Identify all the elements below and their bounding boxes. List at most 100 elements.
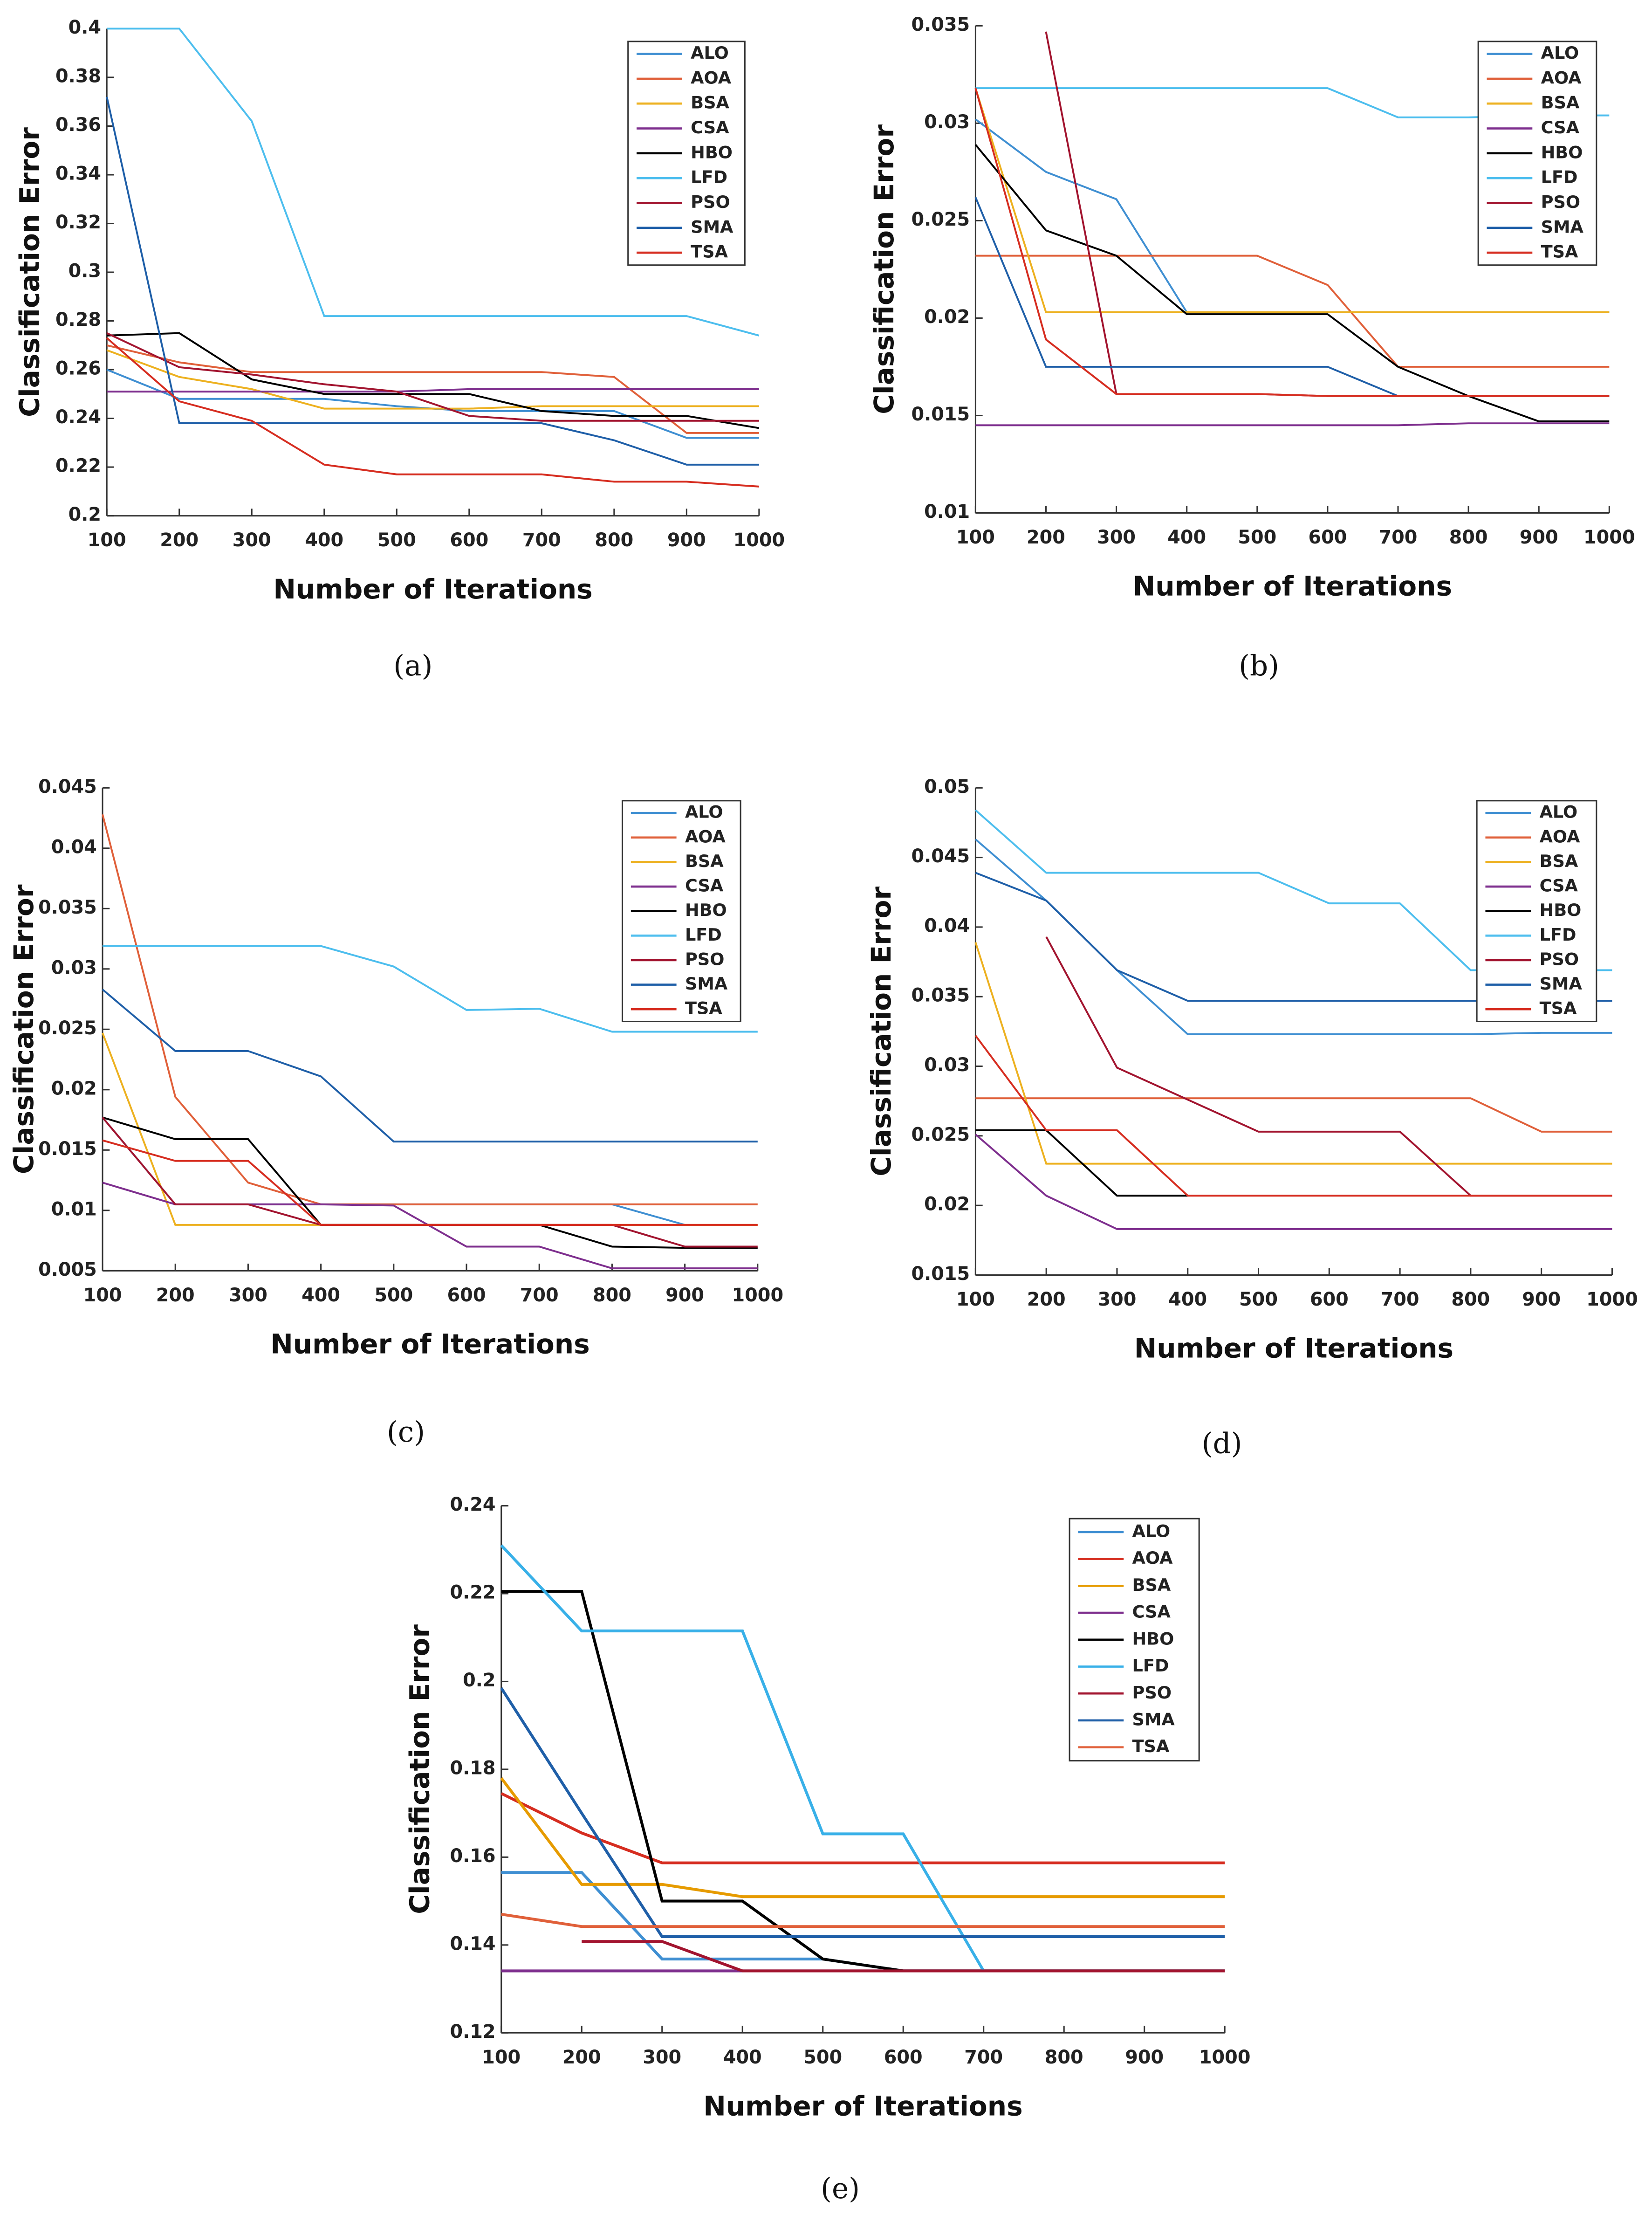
y-tick-label: 0.035 bbox=[912, 14, 970, 35]
legend-label: LFD bbox=[1132, 1656, 1169, 1676]
panel-caption: (d) bbox=[1202, 1427, 1242, 1460]
legend-label: BSA bbox=[685, 851, 724, 871]
x-tick-label: 700 bbox=[1379, 527, 1418, 548]
x-tick-label: 900 bbox=[1520, 527, 1558, 548]
x-axis-label: Number of Iterations bbox=[1133, 571, 1452, 602]
y-tick-label: 0.04 bbox=[924, 915, 970, 936]
y-tick-label: 0.045 bbox=[38, 776, 97, 798]
x-tick-label: 800 bbox=[595, 529, 633, 551]
legend-label: CSA bbox=[1132, 1602, 1171, 1622]
legend-label: BSA bbox=[691, 93, 729, 113]
x-tick-label: 400 bbox=[1168, 1289, 1207, 1310]
y-tick-label: 0.22 bbox=[450, 1582, 495, 1603]
legend-label: HBO bbox=[685, 900, 727, 920]
panel-caption: (e) bbox=[821, 2172, 860, 2205]
x-axis-label: Number of Iterations bbox=[270, 1328, 590, 1360]
y-tick-label: 0.03 bbox=[924, 1054, 970, 1076]
y-tick-label: 0.015 bbox=[912, 1263, 970, 1285]
legend-label: HBO bbox=[691, 142, 733, 162]
panel-caption: (c) bbox=[387, 1416, 425, 1449]
x-tick-label: 300 bbox=[233, 529, 271, 551]
series-line bbox=[106, 344, 759, 434]
series-line bbox=[974, 1035, 1612, 1197]
y-tick-label: 0.22 bbox=[55, 455, 101, 477]
x-tick-label: 400 bbox=[723, 2047, 762, 2068]
y-tick-label: 0.035 bbox=[912, 985, 970, 1006]
x-tick-label: 700 bbox=[1381, 1289, 1419, 1310]
legend-label: TSA bbox=[1540, 998, 1577, 1018]
legend-label: CSA bbox=[1540, 876, 1578, 896]
series-line bbox=[106, 349, 759, 410]
legend-label: AOA bbox=[1540, 826, 1581, 846]
series-line bbox=[975, 1129, 1188, 1197]
x-tick-label: 600 bbox=[884, 2047, 923, 2068]
legend-label: SMA bbox=[1541, 217, 1584, 237]
legend-label: SMA bbox=[1540, 974, 1583, 994]
legend-label: ALO bbox=[685, 802, 723, 822]
x-tick-label: 100 bbox=[956, 1289, 995, 1310]
y-tick-label: 0.34 bbox=[55, 163, 101, 184]
legend-label: BSA bbox=[1541, 93, 1580, 113]
y-tick-label: 0.03 bbox=[51, 957, 97, 978]
legend-label: SMA bbox=[691, 217, 733, 237]
legend-label: PSO bbox=[691, 192, 730, 212]
x-tick-label: 200 bbox=[1027, 527, 1065, 548]
x-tick-label: 800 bbox=[593, 1285, 631, 1306]
legend-label: CSA bbox=[691, 117, 729, 138]
series-line bbox=[974, 88, 1610, 397]
y-tick-label: 0.2 bbox=[69, 504, 101, 525]
legend-label: ALO bbox=[691, 43, 729, 63]
legend-label: CSA bbox=[1541, 117, 1580, 138]
x-tick-label: 200 bbox=[156, 1285, 195, 1306]
legend-label: ALO bbox=[1541, 43, 1579, 63]
legend-label: HBO bbox=[1541, 142, 1583, 162]
chart: 0.12 0.14 0.16 0.18 0.2 0.22 0.24 100 200 300 400 5… bbox=[404, 1494, 1251, 2205]
series-line bbox=[975, 254, 1610, 368]
series-line bbox=[500, 1792, 1225, 1864]
x-tick-label: 100 bbox=[482, 2047, 521, 2068]
chart: 0.01 0.015 0.02 0.025 0.03 0.035 100 200 300 400 5… bbox=[868, 14, 1635, 682]
x-tick-label: 500 bbox=[374, 1285, 413, 1306]
x-tick-label: 600 bbox=[1308, 527, 1347, 548]
legend-label: PSO bbox=[1132, 1683, 1172, 1703]
x-tick-label: 500 bbox=[1238, 527, 1276, 548]
x-axis-label: Number of Iterations bbox=[703, 2090, 1022, 2122]
x-tick-label: 700 bbox=[520, 1285, 559, 1306]
legend-label: HBO bbox=[1132, 1629, 1174, 1649]
legend-label: TSA bbox=[691, 242, 728, 262]
x-tick-label: 100 bbox=[88, 529, 126, 551]
panel-caption: (b) bbox=[1239, 649, 1279, 682]
series-line bbox=[107, 28, 760, 337]
series-line bbox=[102, 1032, 758, 1226]
legend-label: LFD bbox=[1541, 167, 1578, 187]
y-tick-label: 0.28 bbox=[55, 309, 101, 330]
y-tick-label: 0.24 bbox=[55, 406, 101, 428]
x-tick-label: 700 bbox=[964, 2047, 1003, 2068]
y-axis-label: Classification Error bbox=[404, 1624, 436, 1914]
x-tick-label: 300 bbox=[229, 1285, 267, 1306]
series-line bbox=[102, 1139, 758, 1226]
x-axis-label: Number of Iterations bbox=[273, 573, 592, 605]
y-tick-label: 0.035 bbox=[38, 897, 97, 918]
series-line bbox=[107, 388, 759, 393]
legend-label: SMA bbox=[1132, 1709, 1175, 1729]
y-axis-label: Classification Error bbox=[8, 884, 40, 1174]
x-tick-label: 900 bbox=[1522, 1289, 1561, 1310]
series-line bbox=[975, 1134, 1612, 1230]
y-tick-label: 0.12 bbox=[450, 2021, 495, 2042]
series-line bbox=[107, 332, 760, 429]
y-tick-label: 0.005 bbox=[38, 1259, 97, 1280]
x-tick-label: 600 bbox=[450, 529, 488, 551]
series-line bbox=[500, 1544, 985, 1972]
panel-caption: (a) bbox=[393, 649, 432, 682]
y-tick-label: 0.01 bbox=[924, 501, 970, 523]
x-tick-label: 800 bbox=[1045, 2047, 1083, 2068]
legend-label: SMA bbox=[685, 974, 728, 994]
y-tick-label: 0.045 bbox=[912, 846, 970, 867]
y-tick-label: 0.18 bbox=[450, 1757, 495, 1779]
x-tick-label: 300 bbox=[643, 2047, 681, 2068]
chart: 0.2 0.22 0.24 0.26 0.28 0.3 0.32 0.34 0.36 0.38 0.… bbox=[14, 17, 785, 682]
y-tick-label: 0.05 bbox=[924, 776, 970, 798]
y-tick-label: 0.36 bbox=[55, 114, 101, 136]
